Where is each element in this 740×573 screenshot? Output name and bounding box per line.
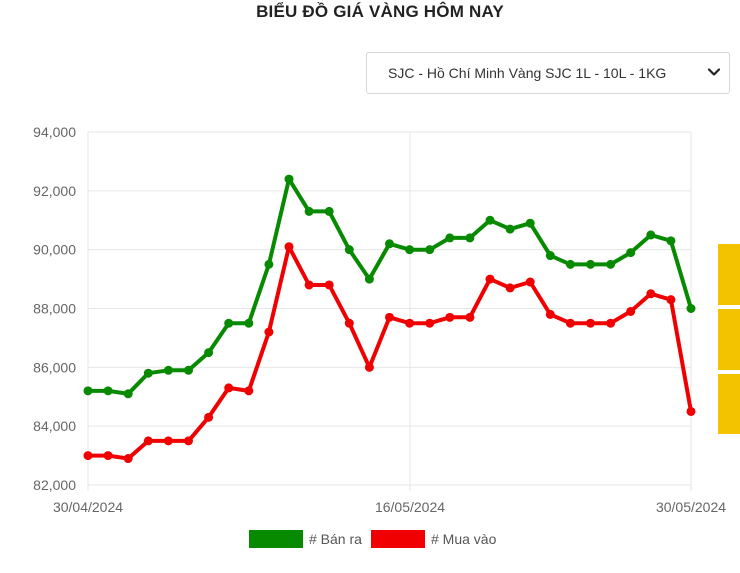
sell-price-point [163, 365, 173, 375]
sell-price-point [425, 245, 435, 255]
sell-price-point [565, 259, 575, 269]
y-tick-label: 94,000 [33, 124, 76, 140]
product-select[interactable]: SJC - Hồ Chí Minh Vàng SJC 1L - 10L - 1K… [366, 52, 730, 94]
x-tick-label: 30/04/2024 [53, 499, 123, 515]
sell-price-point [505, 224, 515, 234]
buy-price-point [204, 412, 214, 422]
x-tick-label: 30/05/2024 [656, 499, 726, 515]
sell-price-point [545, 251, 555, 261]
legend-label-sell: # Bán ra [309, 531, 362, 547]
buy-price-point [425, 318, 435, 328]
side-tab-1[interactable] [718, 244, 740, 305]
sell-price-point [264, 259, 274, 269]
chevron-down-icon [707, 68, 721, 76]
buy-price-point [465, 312, 475, 322]
sell-price-point [586, 259, 595, 269]
buy-price-point [163, 436, 173, 446]
sell-price-point [364, 274, 374, 284]
buy-price-point [304, 280, 314, 290]
y-tick-label: 82,000 [33, 477, 76, 493]
buy-price-point [545, 309, 555, 319]
y-tick-label: 90,000 [33, 242, 76, 258]
sell-price-point [83, 386, 93, 396]
product-select-value: SJC - Hồ Chí Minh Vàng SJC 1L - 10L - 1K… [388, 65, 667, 81]
sell-price-point [123, 389, 133, 399]
sell-price-point [686, 304, 696, 313]
legend-item-sell[interactable]: # Bán ra [249, 530, 362, 548]
y-tick-label: 86,000 [33, 359, 76, 375]
sell-price-point [485, 215, 495, 225]
buy-price-line [86, 244, 693, 461]
sell-price-point [626, 248, 636, 258]
x-tick-label: 16/05/2024 [375, 499, 445, 515]
sell-price-point [143, 368, 153, 378]
buy-price-point [83, 451, 93, 461]
buy-price-point [184, 436, 193, 446]
buy-price-point [485, 274, 495, 284]
buy-price-point [666, 295, 676, 305]
sell-price-point [224, 318, 234, 328]
buy-price-point [686, 406, 696, 416]
sell-price-point [465, 233, 475, 243]
y-tick-label: 92,000 [33, 183, 76, 199]
buy-price-point [344, 318, 354, 328]
buy-price-point [405, 318, 415, 328]
buy-price-point [224, 383, 234, 393]
legend-swatch-buy [371, 530, 425, 548]
sell-price-point [103, 386, 113, 396]
sell-price-point [204, 348, 214, 358]
legend-swatch-sell [249, 530, 303, 548]
buy-price-point [626, 306, 636, 316]
sell-price-line [86, 177, 693, 396]
buy-price-point [505, 283, 515, 293]
sell-price-point [324, 206, 334, 216]
buy-price-point [606, 318, 616, 328]
sell-price-point [646, 230, 656, 240]
side-tab-3[interactable] [718, 374, 740, 434]
sell-price-point [606, 259, 616, 269]
sell-price-point [344, 245, 354, 255]
legend-item-buy[interactable]: # Mua vào [371, 530, 496, 548]
y-tick-label: 88,000 [33, 301, 76, 317]
sell-price-point [525, 218, 535, 228]
buy-price-point [646, 289, 656, 299]
buy-price-point [385, 312, 394, 322]
sell-price-point [666, 236, 676, 246]
sell-price-point [385, 239, 394, 249]
sell-price-point [184, 365, 193, 375]
buy-price-point [143, 436, 153, 446]
sell-price-point [445, 233, 455, 243]
y-tick-label: 84,000 [33, 418, 76, 434]
buy-price-point [525, 277, 535, 287]
buy-price-point [284, 242, 294, 252]
buy-price-point [565, 318, 575, 328]
chart-title: BIỂU ĐỒ GIÁ VÀNG HÔM NAY [256, 2, 504, 21]
buy-price-point [123, 454, 133, 464]
buy-price-point [264, 327, 274, 337]
legend: # Bán ra # Mua vào [0, 530, 740, 552]
buy-price-point [586, 318, 595, 328]
sell-price-point [304, 206, 314, 216]
buy-price-point [364, 362, 374, 372]
legend-label-buy: # Mua vào [431, 531, 497, 547]
side-tab-2[interactable] [718, 309, 740, 370]
sell-price-point [284, 174, 294, 184]
buy-price-point [445, 312, 455, 322]
buy-price-point [103, 451, 113, 461]
buy-price-point [244, 386, 254, 396]
sell-price-point [244, 318, 254, 328]
buy-price-point [324, 280, 334, 290]
sell-price-point [405, 245, 415, 255]
